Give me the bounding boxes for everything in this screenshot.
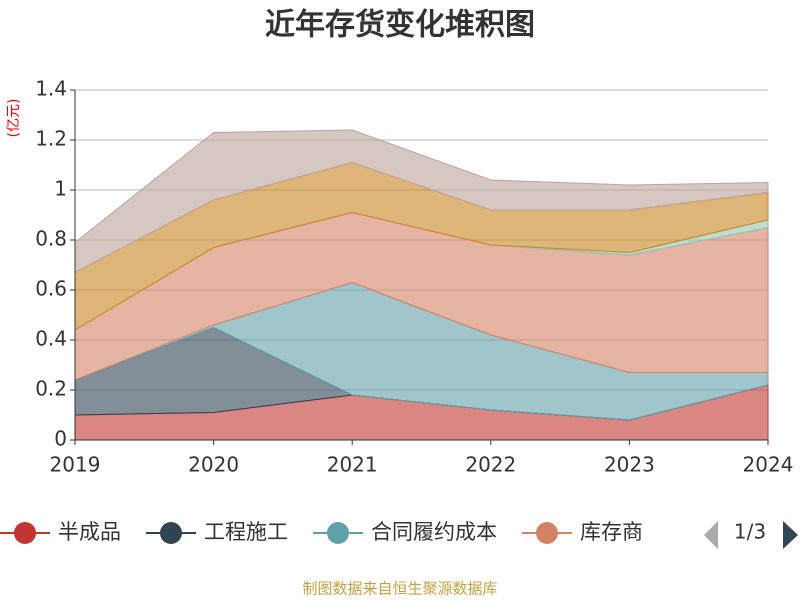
y-tick-label: 0.8 [35, 227, 67, 251]
y-tick-label: 0.2 [35, 377, 67, 401]
x-tick-label: 2019 [50, 453, 101, 477]
x-tick-label: 2024 [743, 453, 794, 477]
x-tick-label: 2020 [188, 453, 239, 477]
legend-marker [160, 522, 182, 544]
y-tick-label: 1.2 [35, 127, 67, 151]
legend-page: 1/3 [734, 520, 766, 544]
source-note: 制图数据来自恒生聚源数据库 [302, 580, 497, 598]
x-tick-label: 2023 [604, 453, 655, 477]
y-tick-label: 1 [54, 177, 67, 201]
legend-next [783, 521, 798, 549]
legend-label: 库存商 [580, 520, 643, 544]
legend-marker [536, 522, 558, 544]
y-axis-label: (亿元) [6, 99, 22, 138]
y-tick-label: 0.6 [35, 277, 67, 301]
area [74, 129, 769, 274]
legend-marker [327, 522, 349, 544]
legend: 半成品 工程施工 合同履约成本 库存商 [0, 520, 643, 544]
chart-title: 近年存货变化堆积图 [265, 8, 535, 43]
y-tick-label: 1.4 [35, 77, 67, 101]
legend-marker [14, 522, 36, 544]
legend-label: 半成品 [58, 520, 121, 544]
legend-prev [704, 521, 718, 549]
x-tick-label: 2022 [465, 453, 516, 477]
y-tick-label: 0.4 [35, 327, 67, 351]
y-tick-label: 0 [54, 427, 67, 451]
legend-label: 合同履约成本 [371, 520, 497, 544]
x-tick-label: 2021 [327, 453, 378, 477]
legend-label: 工程施工 [204, 520, 288, 544]
areas [74, 129, 769, 441]
